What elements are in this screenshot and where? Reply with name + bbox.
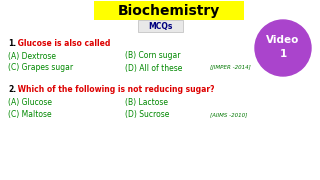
Text: (A) Dextrose: (A) Dextrose bbox=[8, 51, 56, 60]
Text: [JIMPER -2014]: [JIMPER -2014] bbox=[210, 66, 251, 71]
Text: Glucose is also called: Glucose is also called bbox=[15, 39, 110, 48]
Text: Which of the following is not reducing sugar?: Which of the following is not reducing s… bbox=[15, 86, 214, 94]
Text: [AIIMS -2010]: [AIIMS -2010] bbox=[210, 112, 247, 118]
FancyBboxPatch shape bbox=[138, 19, 182, 32]
Text: MCQs: MCQs bbox=[148, 22, 172, 31]
Text: 1.: 1. bbox=[8, 39, 16, 48]
FancyBboxPatch shape bbox=[94, 1, 244, 20]
Text: (C) Grapes sugar: (C) Grapes sugar bbox=[8, 64, 73, 73]
Text: (A) Glucose: (A) Glucose bbox=[8, 98, 52, 107]
Circle shape bbox=[255, 20, 311, 76]
Text: (B) Corn sugar: (B) Corn sugar bbox=[125, 51, 180, 60]
Text: 2.: 2. bbox=[8, 86, 16, 94]
Text: (D) All of these: (D) All of these bbox=[125, 64, 182, 73]
Text: (D) Sucrose: (D) Sucrose bbox=[125, 111, 169, 120]
Text: (C) Maltose: (C) Maltose bbox=[8, 111, 52, 120]
Text: Biochemistry: Biochemistry bbox=[118, 4, 220, 18]
Text: Video
1: Video 1 bbox=[266, 35, 300, 59]
Text: (B) Lactose: (B) Lactose bbox=[125, 98, 168, 107]
